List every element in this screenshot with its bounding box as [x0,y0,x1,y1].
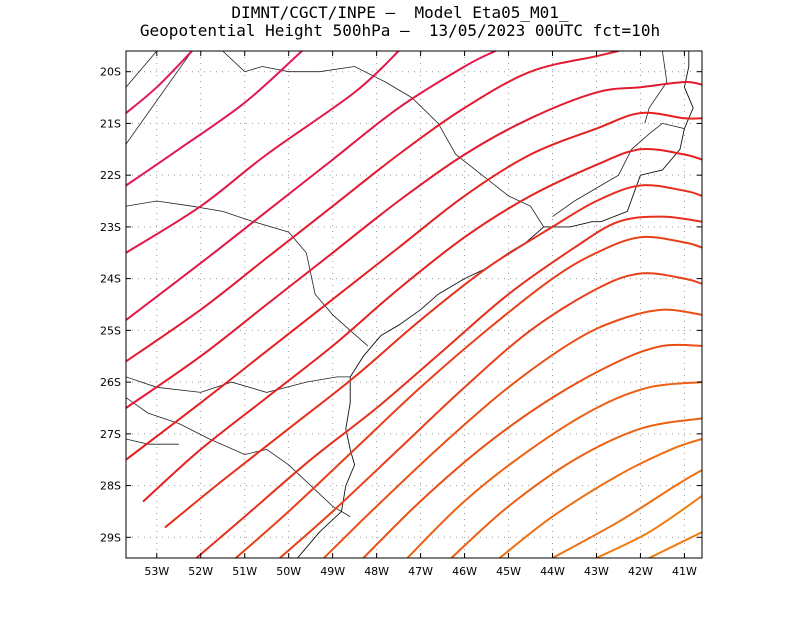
border-line [126,51,158,88]
height-contour-line [126,51,193,115]
height-contour-line [234,235,702,558]
height-contour-line [278,272,702,558]
height-contour-line [551,469,702,558]
height-contour-line [195,215,702,558]
border-line [552,122,685,217]
height-contour-line [648,531,702,558]
lat-tick-label: 29S [100,531,121,544]
height-contour-line [126,111,702,461]
map-title: DIMNT/CGCT/INPE – Model Eta05_M01_ Geopo… [0,4,800,40]
axis-ticks: 53W 52W 51W 50W 49W 48W 47W 46W 45W 44W 43W 42W 41W 2… [100,51,702,578]
lon-tick-label: 49W [320,565,345,578]
lon-tick-label: 45W [496,565,521,578]
height-contour-line [450,417,702,558]
height-contour-line [142,147,702,503]
lat-tick-label: 27S [100,428,121,441]
plot-frame [125,50,703,559]
height-contour-line [126,51,303,187]
height-contour-line [126,51,620,363]
border-line [126,200,369,347]
lon-tick-label: 47W [408,565,433,578]
lon-tick-label: 52W [188,565,213,578]
border-line [126,376,351,393]
height-contour-line [126,51,400,254]
title-line-1: DIMNT/CGCT/INPE – Model Eta05_M01_ [231,3,569,22]
height-contour-line [498,438,702,558]
lat-tick-label: 25S [100,324,121,337]
title-line-2: Geopotential Height 500hPa – 13/05/2023 … [139,21,661,40]
height-contour-line [595,494,702,558]
lon-tick-label: 53W [144,565,169,578]
border-line [126,397,351,517]
border-line [222,51,545,228]
lon-tick-label: 42W [628,565,653,578]
lon-tick-label: 50W [276,565,301,578]
lat-tick-label: 28S [100,480,121,493]
lon-tick-label: 48W [364,565,389,578]
lat-tick-label: 23S [100,221,121,234]
height-contour-line [362,343,702,558]
lat-tick-label: 22S [100,169,121,182]
lat-tick-label: 20S [100,66,121,79]
political-borders [126,51,685,517]
lat-tick-label: 26S [100,376,121,389]
lat-tick-label: 24S [100,273,121,286]
height-contour-line [126,80,702,409]
lon-tick-label: 41W [672,565,697,578]
height-contour-line [322,308,702,558]
lon-tick-label: 46W [452,565,477,578]
border-line [126,51,193,145]
border-line [644,51,668,124]
lon-tick-label: 43W [584,565,609,578]
height-contour-line [406,381,702,558]
lat-tick-label: 21S [100,117,121,130]
height-contours [126,51,702,558]
lon-tick-label: 51W [232,565,257,578]
height-contour-line [164,184,702,528]
lat-lon-grid [126,51,702,558]
height-contour-line [126,51,497,321]
lon-tick-label: 44W [540,565,565,578]
